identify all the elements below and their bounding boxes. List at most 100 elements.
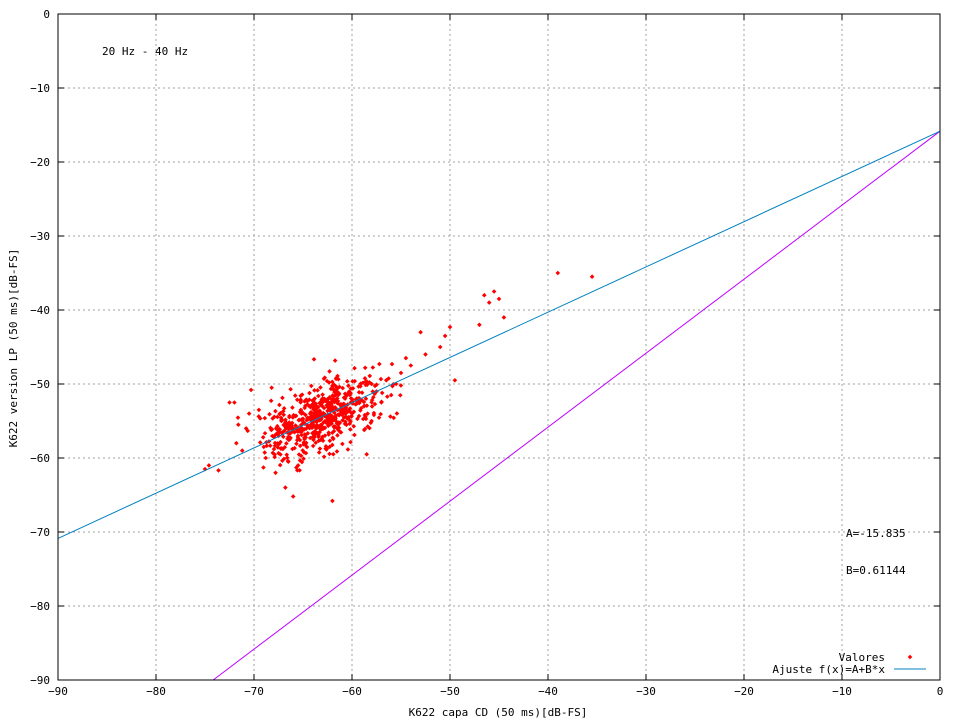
- data-point: [350, 379, 355, 384]
- data-point: [279, 430, 284, 436]
- data-point: [281, 456, 287, 462]
- data-point: [291, 412, 296, 418]
- data-point: [345, 391, 350, 397]
- data-point: [385, 394, 390, 399]
- data-point: [305, 398, 311, 404]
- legend-marker-valores: [907, 654, 913, 660]
- data-point: [318, 422, 324, 428]
- data-point: [314, 419, 319, 425]
- data-point: [358, 408, 363, 413]
- data-point: [452, 378, 458, 383]
- data-point: [289, 420, 295, 426]
- data-point: [329, 419, 334, 424]
- data-point: [286, 420, 292, 425]
- data-point: [270, 450, 276, 456]
- data-point: [330, 442, 335, 448]
- y-tick-label: −60: [30, 452, 50, 465]
- data-point: [327, 451, 332, 457]
- data-point: [293, 413, 299, 419]
- data-point: [337, 402, 343, 407]
- data-point: [278, 439, 283, 445]
- data-point: [335, 421, 340, 426]
- data-point: [236, 422, 241, 427]
- data-point: [356, 413, 362, 419]
- data-point: [298, 453, 304, 459]
- data-point: [311, 405, 316, 411]
- data-point: [317, 429, 322, 435]
- data-point: [216, 468, 221, 473]
- data-point: [482, 292, 487, 298]
- data-point: [328, 413, 334, 419]
- data-point: [324, 378, 330, 384]
- data-point: [316, 450, 322, 455]
- data-point: [369, 404, 375, 409]
- data-point: [337, 406, 343, 412]
- data-point: [322, 396, 327, 402]
- data-point: [342, 396, 348, 401]
- data-point: [343, 406, 349, 411]
- data-point: [301, 440, 307, 445]
- data-point: [369, 418, 374, 424]
- data-point: [398, 392, 403, 398]
- data-point: [335, 400, 340, 406]
- data-point: [331, 436, 336, 442]
- data-point: [280, 434, 286, 440]
- data-point: [307, 397, 312, 403]
- data-point: [312, 388, 317, 393]
- data-point: [245, 428, 250, 434]
- data-point: [363, 379, 369, 384]
- data-point: [283, 424, 288, 430]
- data-point: [256, 414, 262, 419]
- data-point: [298, 393, 303, 399]
- data-point: [437, 344, 443, 350]
- data-point: [316, 434, 321, 440]
- data-point: [274, 427, 280, 432]
- y-tick-label: −20: [30, 156, 50, 169]
- data-point: [327, 394, 332, 400]
- data-point: [239, 448, 245, 453]
- data-point: [303, 412, 308, 418]
- scatter-points: [202, 270, 595, 504]
- data-point: [261, 444, 267, 450]
- data-point: [367, 373, 373, 379]
- data-point: [372, 401, 378, 407]
- data-point: [333, 376, 339, 382]
- data-point: [294, 467, 300, 473]
- data-point: [227, 400, 232, 405]
- data-point: [362, 365, 368, 371]
- y-tick-label: −80: [30, 600, 50, 613]
- data-point: [322, 425, 328, 431]
- data-point: [261, 465, 266, 470]
- data-point: [280, 458, 285, 463]
- x-tick-label: −60: [342, 685, 362, 698]
- data-point: [278, 410, 283, 416]
- data-point: [322, 433, 328, 438]
- data-point: [555, 270, 561, 276]
- identity-line: [212, 130, 941, 681]
- data-point: [321, 454, 327, 460]
- x-tick-label: −70: [244, 685, 264, 698]
- data-point: [344, 379, 350, 384]
- data-point: [314, 426, 319, 431]
- data-point: [477, 322, 482, 328]
- data-point: [333, 397, 338, 403]
- data-point: [287, 424, 293, 430]
- data-point: [263, 455, 269, 461]
- data-point: [340, 441, 345, 447]
- data-point: [285, 436, 290, 441]
- data-point: [234, 440, 239, 446]
- data-point: [423, 352, 428, 357]
- data-point: [319, 397, 324, 403]
- y-tick-label: 0: [43, 8, 50, 21]
- data-point: [358, 405, 364, 411]
- data-point: [273, 470, 278, 476]
- data-point: [378, 411, 383, 417]
- data-point: [282, 444, 288, 450]
- data-point: [262, 450, 268, 455]
- data-point: [352, 378, 358, 384]
- data-point: [297, 443, 303, 449]
- data-point: [398, 370, 404, 376]
- data-point: [303, 426, 309, 431]
- data-point: [408, 363, 414, 368]
- data-point: [317, 424, 322, 430]
